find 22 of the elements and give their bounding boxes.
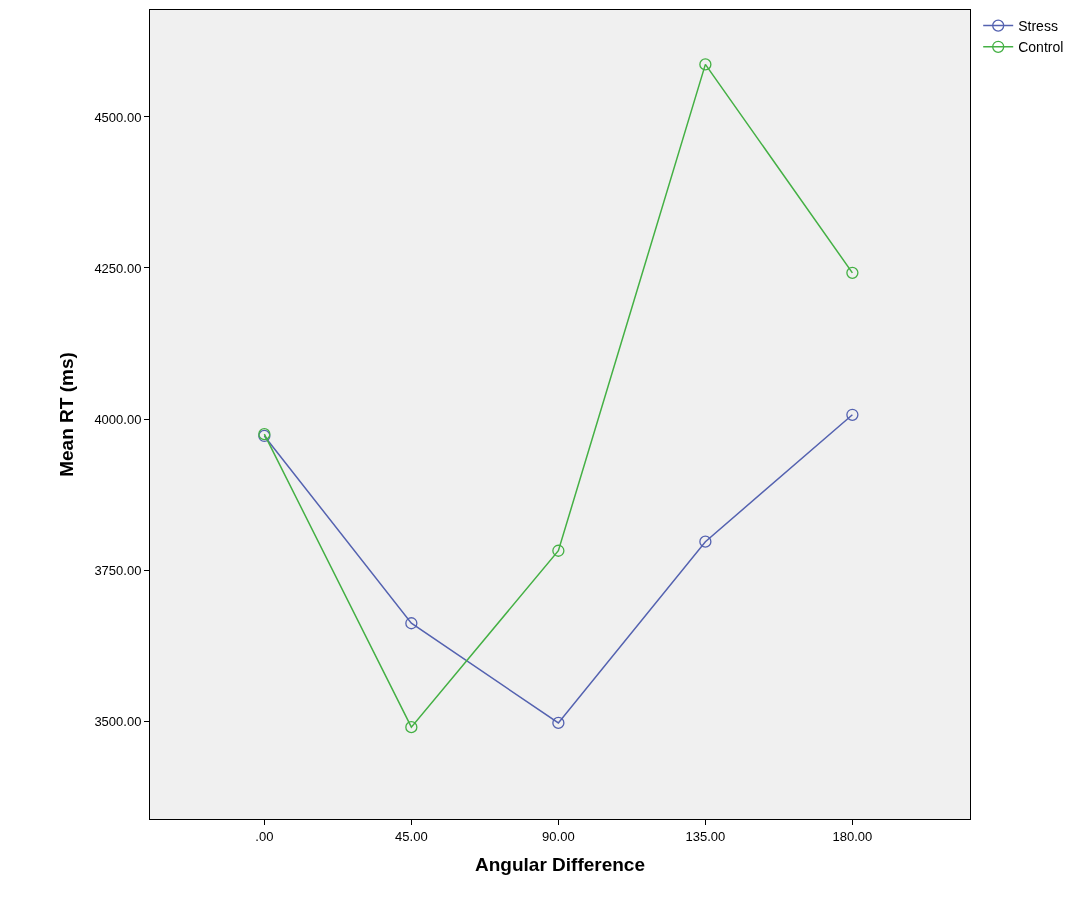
x-tick-label: 45.00 — [395, 828, 428, 844]
x-tick-label: 135.00 — [685, 828, 726, 844]
y-tick-label: 3500.00 — [94, 713, 142, 729]
x-tick-label: 90.00 — [542, 828, 575, 844]
point — [699, 58, 712, 71]
y-tick-label: 4000.00 — [94, 411, 142, 427]
legend-label: Stress — [1018, 18, 1058, 35]
point — [699, 535, 712, 548]
y-tick-label: 3750.00 — [94, 562, 142, 578]
point — [846, 408, 859, 421]
x-tick-label: 180.00 — [832, 828, 873, 844]
point — [552, 544, 565, 557]
y-tick-label: 4500.00 — [94, 109, 142, 125]
point — [846, 266, 859, 279]
y-tick-label: 4250.00 — [94, 260, 142, 276]
point — [405, 721, 418, 734]
x-tick-label: .00 — [255, 828, 274, 844]
y-axis-title: Mean RT (ms) — [56, 352, 78, 477]
legend-label: Control — [1018, 39, 1064, 56]
point — [405, 617, 418, 630]
x-axis-title: Angular Difference — [475, 854, 645, 876]
point — [552, 716, 565, 730]
